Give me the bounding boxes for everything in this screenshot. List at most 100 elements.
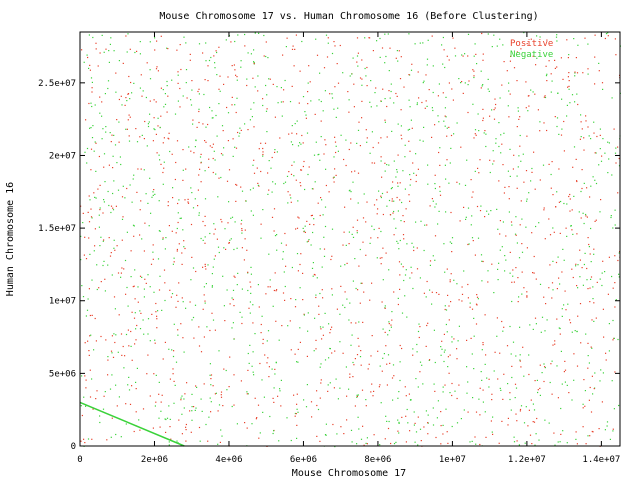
positive-point (332, 177, 334, 179)
positive-point (130, 330, 132, 333)
negative-point (254, 32, 256, 34)
positive-point (536, 417, 538, 420)
x-axis-ticks: 0 2e+06 4e+06 6e+06 8e+06 1e+07 1.2e+07 1.4e+07 (77, 32, 620, 465)
negative-point (509, 272, 511, 274)
negative-point (339, 341, 341, 343)
negative-point (111, 374, 113, 376)
positive-point (571, 229, 573, 231)
positive-point (475, 303, 478, 305)
positive-point (416, 268, 419, 270)
positive-point (472, 240, 474, 242)
positive-point (461, 286, 463, 288)
positive-point (375, 87, 377, 89)
positive-point (569, 322, 572, 324)
positive-point (602, 260, 604, 262)
positive-point (521, 243, 523, 245)
negative-point (576, 93, 578, 95)
positive-point (614, 255, 616, 257)
negative-point (130, 345, 132, 347)
positive-point (370, 391, 372, 393)
positive-point (285, 244, 287, 246)
positive-point (584, 405, 586, 407)
positive-point (353, 106, 355, 108)
negative-point (230, 238, 232, 240)
positive-point (499, 233, 501, 235)
positive-point (399, 288, 401, 290)
positive-point (156, 66, 158, 68)
negative-point (416, 102, 418, 104)
positive-point (348, 243, 350, 245)
positive-point (215, 50, 217, 52)
negative-point (307, 82, 309, 84)
positive-point (356, 395, 358, 397)
positive-point (588, 399, 590, 401)
negative-point (379, 56, 381, 58)
positive-point (294, 48, 296, 50)
positive-point (240, 380, 242, 382)
negative-point (580, 190, 582, 193)
positive-point (581, 128, 583, 130)
negative-point (540, 331, 542, 333)
positive-point (127, 119, 129, 121)
negative-point (177, 334, 179, 336)
positive-point (451, 251, 453, 253)
positive-point (421, 101, 423, 104)
negative-point (120, 436, 122, 438)
positive-point (350, 142, 352, 144)
positive-point (489, 115, 491, 117)
negative-point (532, 328, 534, 330)
negative-point (439, 190, 441, 192)
negative-point (137, 286, 139, 288)
positive-point (431, 291, 433, 293)
positive-point (80, 440, 82, 442)
positive-point (195, 385, 197, 387)
negative-point (166, 80, 168, 83)
negative-point (408, 99, 410, 101)
positive-point (85, 379, 87, 381)
negative-point (432, 255, 434, 257)
positive-point (241, 229, 243, 232)
positive-point (155, 101, 157, 103)
negative-point (590, 227, 592, 230)
negative-point (168, 405, 170, 407)
negative-point (258, 32, 260, 34)
negative-point (209, 363, 211, 365)
positive-point (501, 420, 503, 422)
positive-point (335, 174, 337, 176)
y-tick-label: 0 (71, 442, 76, 452)
positive-point (363, 291, 365, 293)
positive-point (260, 223, 262, 225)
positive-point (539, 130, 541, 132)
positive-point (554, 343, 556, 345)
negative-point (464, 53, 466, 55)
positive-point (558, 277, 560, 279)
negative-point (183, 398, 185, 400)
negative-point (340, 265, 342, 267)
negative-point (271, 191, 273, 193)
positive-point (447, 442, 449, 444)
negative-point (215, 392, 217, 394)
positive-point (282, 101, 284, 103)
negative-point (217, 246, 220, 248)
positive-point (548, 163, 550, 165)
negative-point (481, 85, 483, 87)
positive-point (315, 339, 317, 341)
negative-point (322, 326, 324, 328)
negative-point (407, 422, 409, 424)
negative-point (446, 331, 448, 333)
positive-point (121, 239, 123, 241)
positive-point (471, 196, 473, 198)
negative-point (208, 416, 210, 418)
positive-point (589, 287, 591, 289)
positive-point (378, 386, 380, 388)
negative-point (345, 244, 347, 246)
negative-point (599, 380, 601, 382)
negative-point (142, 90, 144, 92)
positive-point (120, 272, 122, 274)
negative-point (598, 62, 600, 64)
negative-point (577, 264, 579, 266)
negative-point (210, 401, 212, 403)
positive-point (404, 386, 406, 388)
negative-point (236, 247, 238, 249)
